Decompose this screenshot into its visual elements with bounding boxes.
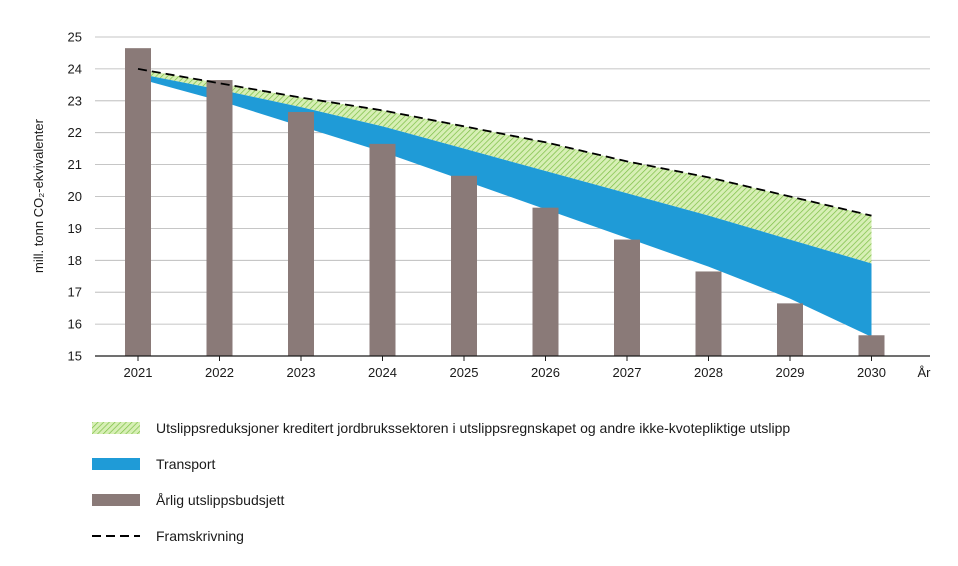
legend-swatch-dashed <box>92 535 140 537</box>
x-tick-label: 2026 <box>531 365 560 380</box>
legend: Utslippsreduksjoner kreditert jordbrukss… <box>92 410 932 554</box>
x-tick-label: 2022 <box>205 365 234 380</box>
bar-2024 <box>369 143 396 356</box>
legend-label-projection: Framskrivning <box>156 528 244 544</box>
bar-2030 <box>858 335 885 356</box>
y-tick-label: 22 <box>68 125 82 140</box>
x-tick-label: 2030 <box>857 365 886 380</box>
x-tick-label: 2025 <box>450 365 479 380</box>
legend-swatch-grey <box>92 494 140 506</box>
legend-swatch-hatched-green <box>92 422 140 434</box>
legend-label-transport: Transport <box>156 456 216 472</box>
bar-2026 <box>532 207 559 356</box>
y-tick-label: 20 <box>68 189 82 204</box>
legend-label-budget: Årlig utslippsbudsjett <box>156 492 285 508</box>
x-axis-unit-label: År <box>918 365 932 380</box>
bar-2027 <box>614 239 640 356</box>
legend-item-blue: Transport <box>92 446 932 482</box>
bar-2022 <box>206 80 233 356</box>
legend-label-reductions: Utslippsreduksjoner kreditert jordbrukss… <box>156 420 791 436</box>
bar-2025 <box>451 175 477 356</box>
x-tick-label: 2029 <box>776 365 805 380</box>
y-tick-label: 23 <box>68 93 82 108</box>
x-tick-label: 2028 <box>694 365 723 380</box>
legend-item-green: Utslippsreduksjoner kreditert jordbrukss… <box>92 410 932 446</box>
y-tick-label: 18 <box>68 253 82 268</box>
y-tick-label: 19 <box>68 221 82 236</box>
x-tick-label: 2023 <box>287 365 316 380</box>
y-tick-label: 16 <box>68 317 82 332</box>
x-tick-label: 2027 <box>613 365 642 380</box>
y-tick-label: 24 <box>68 61 82 76</box>
legend-swatch-blue <box>92 458 140 470</box>
y-axis-label: mill. tonn CO₂-ekvivalenter <box>31 118 46 273</box>
x-tick-label: 2021 <box>124 365 153 380</box>
bar-2029 <box>777 303 803 356</box>
y-tick-label: 21 <box>68 157 82 172</box>
legend-item-grey: Årlig utslippsbudsjett <box>92 482 932 518</box>
y-tick-label: 25 <box>68 30 82 45</box>
y-tick-label: 15 <box>68 349 82 364</box>
bar-2028 <box>695 271 722 356</box>
bar-2023 <box>288 111 314 356</box>
projection-line <box>137 68 872 217</box>
x-tick-label: 2024 <box>368 365 397 380</box>
bar-2021 <box>125 48 151 356</box>
legend-item-dashed: Framskrivning <box>92 518 932 554</box>
y-tick-label: 17 <box>68 285 82 300</box>
